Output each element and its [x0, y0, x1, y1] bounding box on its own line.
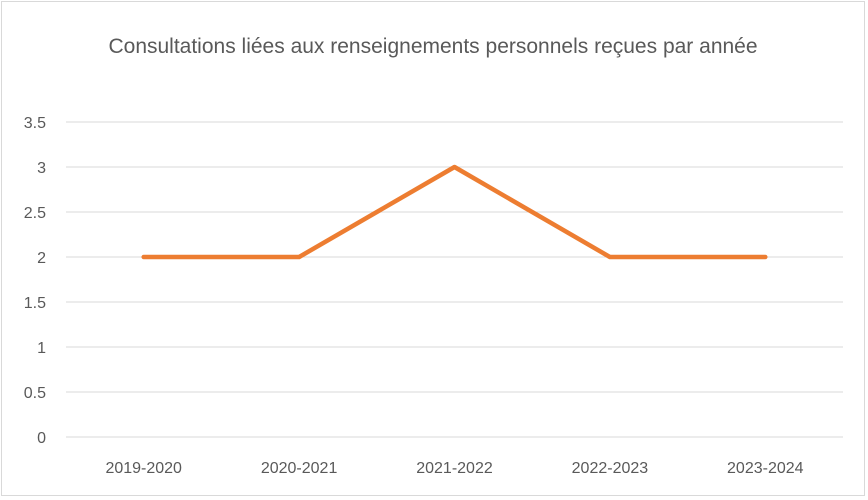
y-tick-label: 3: [37, 160, 46, 177]
y-tick-label: 0: [37, 430, 46, 447]
chart-title: Consultations liées aux renseignements p…: [0, 32, 866, 62]
x-tick-label: 2019-2020: [105, 460, 182, 477]
y-tick-label: 1: [37, 340, 46, 357]
y-tick-label: 2: [37, 250, 46, 267]
series-group: [141, 164, 768, 260]
x-tick-label: 2023-2024: [727, 460, 804, 477]
y-tick-label: 1.5: [24, 295, 46, 312]
y-tick-label: 0.5: [24, 385, 46, 402]
y-axis-labels: 0 0.5 1 1.5 2 2.5 3 3.5: [24, 115, 46, 447]
x-tick-label: 2022-2023: [572, 460, 649, 477]
chart-title-text: Consultations liées aux renseignements p…: [108, 35, 758, 58]
x-tick-label: 2020-2021: [261, 460, 338, 477]
x-axis-labels: 2019-2020 2020-2021 2021-2022 2022-2023 2023…: [105, 460, 803, 477]
y-tick-label: 2.5: [24, 205, 46, 222]
y-tick-label: 3.5: [24, 115, 46, 132]
x-tick-label: 2021-2022: [416, 460, 493, 477]
